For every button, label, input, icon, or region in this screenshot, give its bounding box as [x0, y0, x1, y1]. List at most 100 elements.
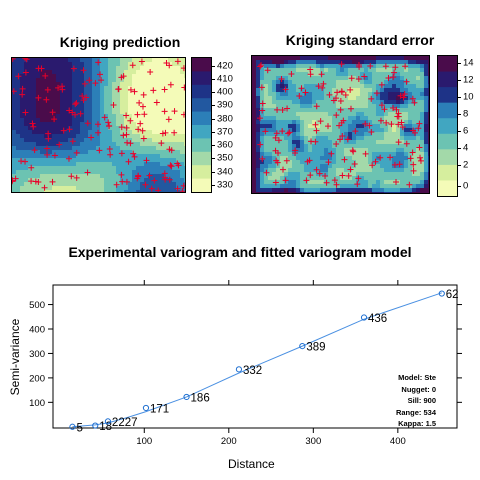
- std-error-cell: [420, 104, 425, 109]
- prediction-cell: [140, 174, 145, 179]
- std-error-cell: [324, 164, 329, 169]
- std-error-cell: [388, 84, 393, 89]
- prediction-cell: [40, 170, 45, 175]
- std-error-cell: [400, 112, 405, 117]
- prediction-cell: [16, 98, 21, 103]
- prediction-cell: [76, 70, 81, 75]
- std-error-cell: [404, 168, 409, 173]
- std-error-cell: [376, 184, 381, 189]
- std-error-cell: [412, 188, 417, 193]
- prediction-cell: [132, 62, 137, 67]
- prediction-cell: [104, 166, 109, 171]
- prediction-cell: [120, 78, 125, 83]
- std-error-cell: [368, 96, 373, 101]
- std-error-cell: [336, 140, 341, 145]
- prediction-legend-tick: 400: [217, 86, 233, 98]
- std-error-cell: [296, 100, 301, 105]
- std-error-cell: [356, 132, 361, 137]
- std-error-cell: [360, 192, 365, 193]
- std-error-cell: [296, 140, 301, 145]
- std-error-cell: [376, 176, 381, 181]
- std-error-cell: [300, 72, 305, 77]
- sample-point-marker: [44, 86, 51, 93]
- std-error-cell: [332, 156, 337, 161]
- std-error-cell: [304, 172, 309, 177]
- prediction-cell: [12, 146, 17, 151]
- std-error-cell: [280, 144, 285, 149]
- prediction-cell: [168, 142, 173, 147]
- prediction-cell: [40, 130, 45, 135]
- prediction-cell: [92, 66, 97, 71]
- std-error-cell: [288, 96, 293, 101]
- prediction-cell: [52, 126, 57, 131]
- std-error-cell: [352, 160, 357, 165]
- std-error-cell: [352, 72, 357, 77]
- prediction-cell: [156, 62, 161, 67]
- sample-point-marker: [337, 98, 344, 105]
- prediction-cell: [44, 182, 49, 187]
- prediction-cell: [116, 178, 121, 183]
- std-error-cell: [336, 100, 341, 105]
- prediction-cell: [72, 94, 77, 99]
- std-error-cell: [392, 176, 397, 181]
- std-error-cell: [356, 80, 361, 85]
- std-error-cell: [280, 84, 285, 89]
- prediction-cell: [24, 86, 29, 91]
- std-error-cell: [260, 168, 265, 173]
- std-error-cell: [392, 160, 397, 165]
- std-error-cell: [400, 104, 405, 109]
- std-error-cell: [320, 124, 325, 129]
- std-error-cell: [392, 116, 397, 121]
- std-error-cell: [280, 116, 285, 121]
- sample-point-marker: [136, 99, 143, 106]
- prediction-cell: [48, 138, 53, 143]
- std-error-cell: [364, 76, 369, 81]
- std-error-cell: [312, 136, 317, 141]
- std-error-cell: [268, 156, 273, 161]
- std-error-cell: [280, 68, 285, 73]
- prediction-cell: [88, 154, 93, 159]
- std-error-cell: [388, 136, 393, 141]
- std-error-cell: [364, 124, 369, 129]
- sample-point-marker: [139, 127, 146, 134]
- std-error-cell: [408, 108, 413, 113]
- legend-swatch: [192, 151, 211, 166]
- prediction-cell: [148, 118, 153, 123]
- prediction-cell: [28, 110, 33, 115]
- std-error-cell: [304, 116, 309, 121]
- prediction-cell: [156, 138, 161, 143]
- prediction-cell: [156, 118, 161, 123]
- std-error-cell: [372, 140, 377, 145]
- prediction-cell: [80, 110, 85, 115]
- prediction-cell: [140, 162, 145, 167]
- prediction-cell: [88, 86, 93, 91]
- prediction-cell: [36, 186, 41, 191]
- std-error-cell: [404, 144, 409, 149]
- prediction-cell: [92, 74, 97, 79]
- prediction-cell: [172, 78, 177, 83]
- std-error-cell: [320, 136, 325, 141]
- prediction-cell: [44, 150, 49, 155]
- prediction-cell: [56, 170, 61, 175]
- std-error-cell: [324, 100, 329, 105]
- std-error-cell: [316, 108, 321, 113]
- std-error-cell: [268, 120, 273, 125]
- std-error-cell: [304, 68, 309, 73]
- std-error-cell: [336, 76, 341, 81]
- prediction-cell: [20, 126, 25, 131]
- std-error-cell: [424, 148, 429, 153]
- prediction-cell: [12, 134, 17, 139]
- prediction-cell: [100, 154, 105, 159]
- prediction-cell: [148, 90, 153, 95]
- std-error-cell: [268, 60, 273, 65]
- prediction-cell: [100, 150, 105, 155]
- prediction-cell: [40, 82, 45, 87]
- std-error-cell: [272, 104, 277, 109]
- prediction-cell: [84, 190, 89, 192]
- prediction-cell: [80, 166, 85, 171]
- sample-point-marker: [393, 106, 400, 113]
- prediction-cell: [172, 74, 177, 79]
- prediction-cell: [116, 114, 121, 119]
- prediction-cell: [32, 138, 37, 143]
